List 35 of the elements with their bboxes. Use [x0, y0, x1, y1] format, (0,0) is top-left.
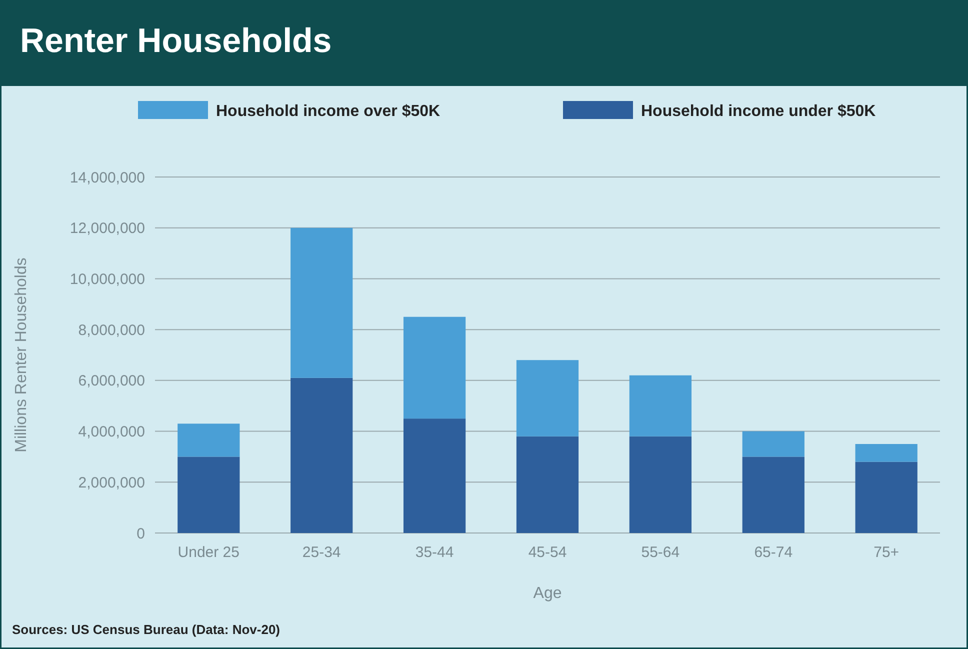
bar	[290, 228, 353, 378]
bar	[629, 436, 692, 533]
x-axis-title: Age	[533, 585, 562, 602]
x-tick-label: 45-54	[528, 544, 567, 561]
x-tick-label: Under 25	[178, 544, 240, 561]
bar	[403, 418, 466, 533]
y-tick-label: 6,000,000	[78, 372, 145, 390]
bar	[178, 456, 240, 533]
y-tick-label: 0	[136, 525, 145, 542]
x-tick-label: 75+	[874, 544, 900, 561]
bar	[516, 436, 579, 533]
bar	[855, 462, 918, 533]
bar	[742, 431, 804, 457]
x-tick-label: 55-64	[641, 544, 680, 561]
legend-label: Household income under $50K	[641, 103, 876, 120]
x-tick-label: 65-74	[754, 544, 793, 561]
bar	[290, 378, 353, 533]
chart-title: Renter Households	[20, 22, 332, 60]
y-axis-title: Millions Renter Households	[13, 258, 30, 452]
y-tick-label: 2,000,000	[78, 474, 145, 492]
bar	[178, 424, 240, 457]
y-tick-label: 14,000,000	[70, 169, 145, 186]
source-note: Sources: US Census Bureau (Data: Nov-20)	[12, 622, 280, 637]
y-tick-label: 4,000,000	[78, 424, 145, 441]
bar	[516, 360, 579, 436]
bar	[403, 316, 466, 419]
bar	[629, 375, 692, 436]
x-tick-label: 35-44	[415, 544, 454, 561]
y-tick-label: 8,000,000	[78, 322, 145, 339]
y-tick-label: 12,000,000	[70, 220, 145, 238]
bar	[742, 456, 804, 533]
legend-label: Household income over $50K	[216, 103, 441, 120]
y-tick-label: 10,000,000	[70, 270, 145, 288]
bar	[855, 444, 918, 462]
x-tick-label: 25-34	[302, 544, 341, 561]
